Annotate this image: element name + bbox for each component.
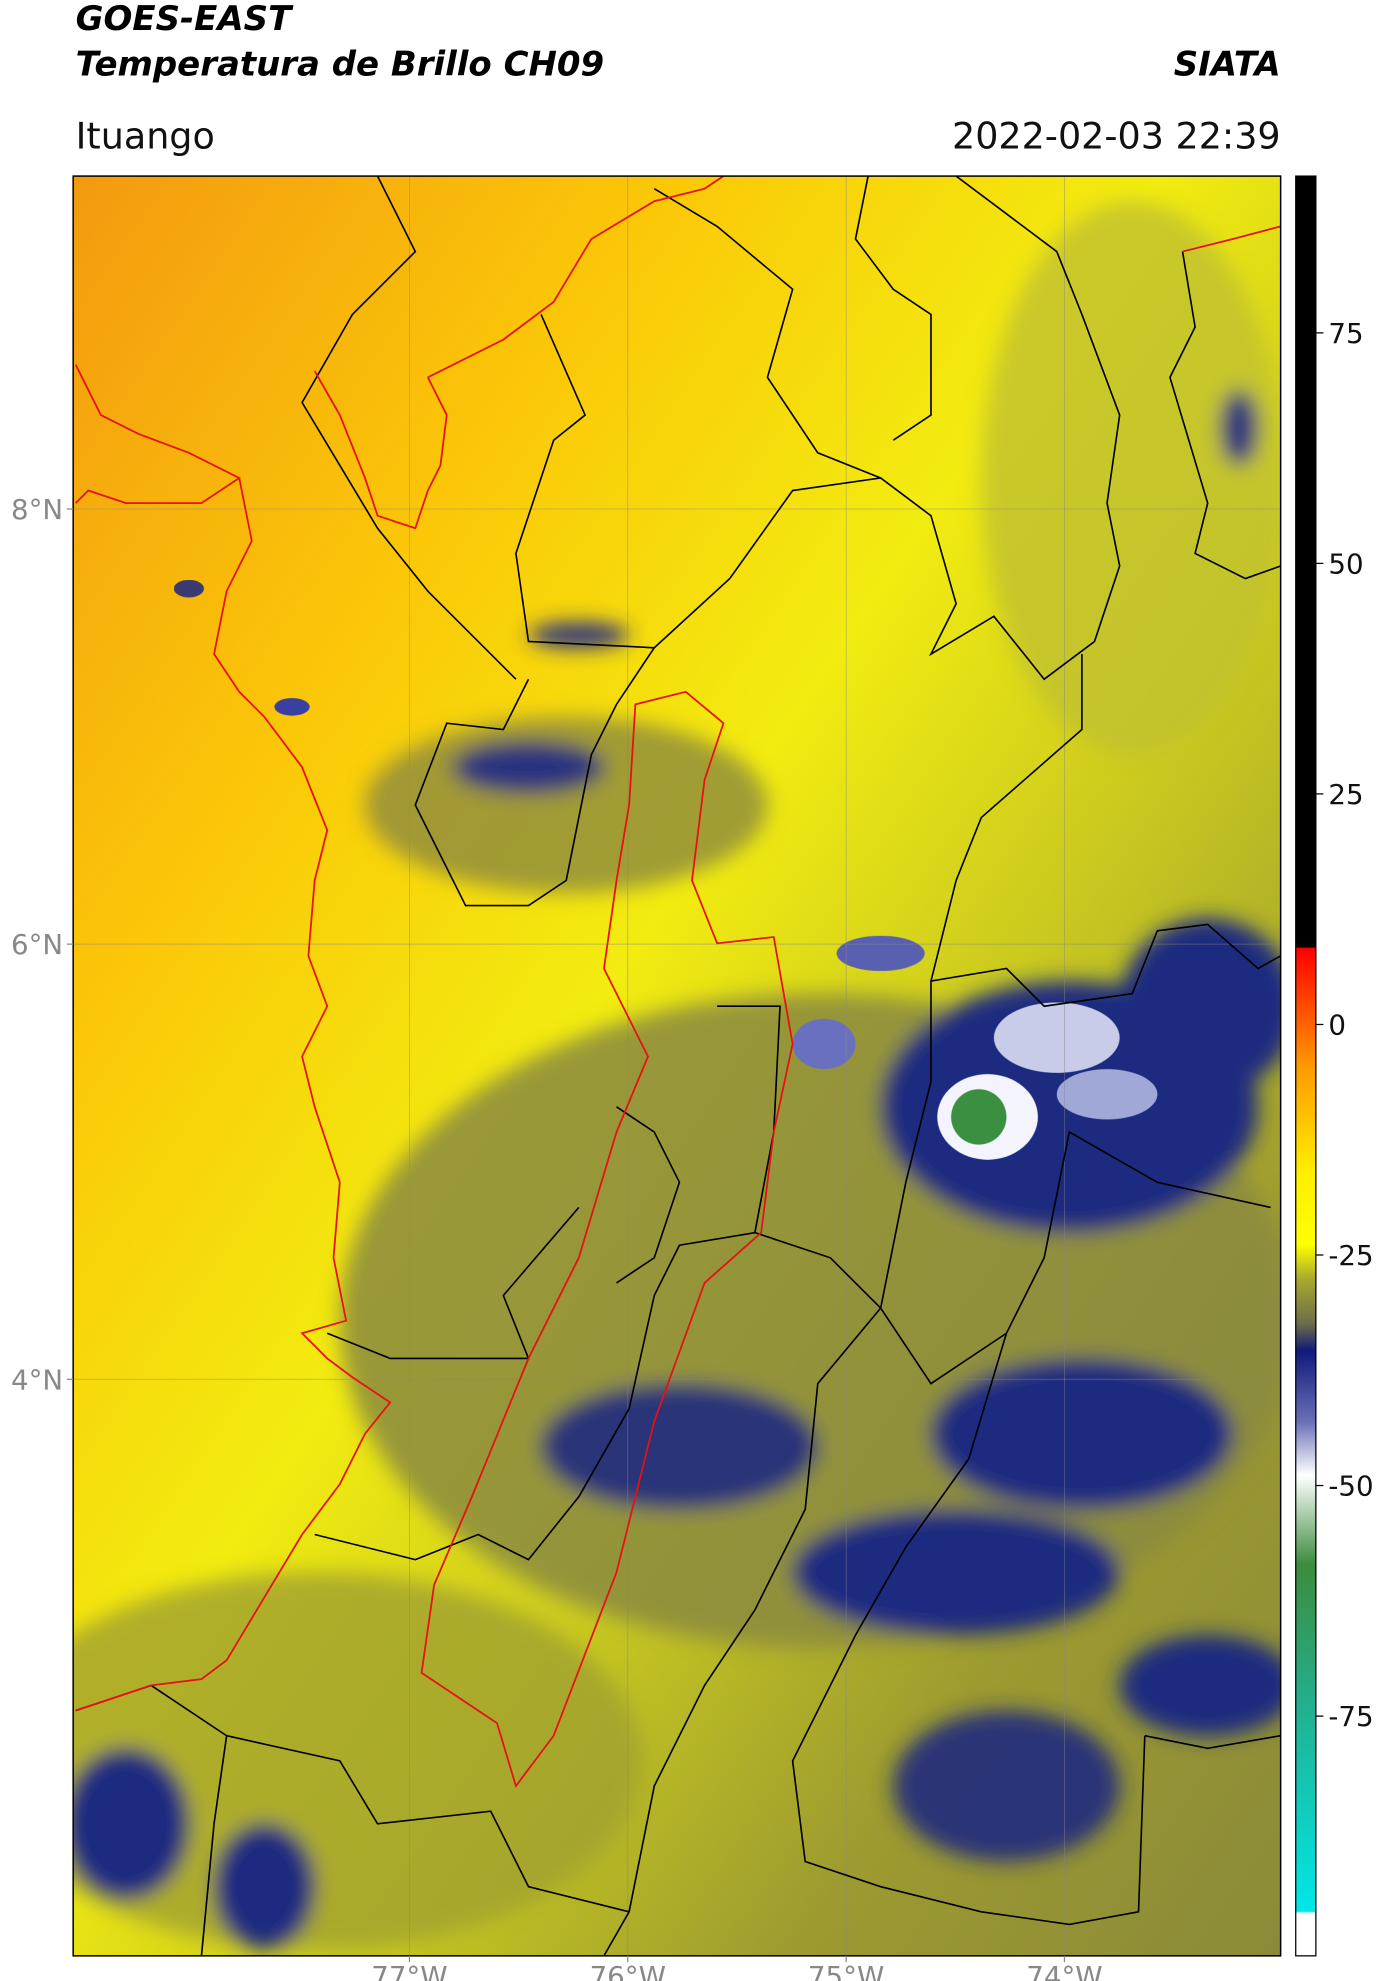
lon-tick-label: 76°W (590, 1960, 666, 1981)
location: Ituango (76, 114, 215, 157)
map-frame (72, 175, 1282, 1957)
colorbar-ticks: 75 50 25 0 -25 -50 -75 (1315, 317, 1374, 1733)
borders (75, 176, 1281, 1956)
lon-tick-label: 74°W (1026, 1960, 1102, 1981)
lat-tick-label: 6°N (11, 928, 63, 961)
lon-tick-label: 77°W (371, 1960, 447, 1981)
coastline (74, 176, 1281, 1788)
cloud-field (73, 201, 1281, 1950)
colorbar-tick-label: 50 (1328, 547, 1363, 580)
map (73, 176, 1281, 1956)
cloud-cell (1056, 1069, 1158, 1120)
cloud-cell (792, 1018, 856, 1070)
cloud-cell (173, 579, 204, 598)
lat-tick-label: 4°N (11, 1363, 63, 1396)
colorbar-tick-label: 75 (1328, 317, 1363, 350)
colorbar-tick-label: 25 (1328, 778, 1363, 811)
cloud-cell (993, 1002, 1120, 1073)
source: SIATA (1174, 44, 1281, 84)
cloud-cell (836, 935, 925, 972)
cloud-cell (274, 698, 310, 716)
colorbar (1295, 175, 1317, 1957)
lat-tick-label: 8°N (11, 493, 63, 526)
colorbar-tick-label: -25 (1328, 1239, 1373, 1272)
colorbar-tick-label: 0 (1328, 1009, 1346, 1042)
colorbar-tick-label: -75 (1328, 1700, 1373, 1733)
subtitle: Temperatura de Brillo CH09 (76, 44, 604, 84)
title: GOES-EAST (76, 0, 294, 39)
colorbar-tick-label: -50 (1328, 1470, 1373, 1503)
lon-tick-label: 75°W (808, 1960, 884, 1981)
map-ticks: 77°W 76°W 75°W 74°W 8°N 6°N 4°N (11, 493, 1103, 1981)
grid (73, 176, 1281, 1956)
cloud-core (951, 1089, 1007, 1145)
datetime: 2022-02-03 22:39 (952, 114, 1281, 157)
